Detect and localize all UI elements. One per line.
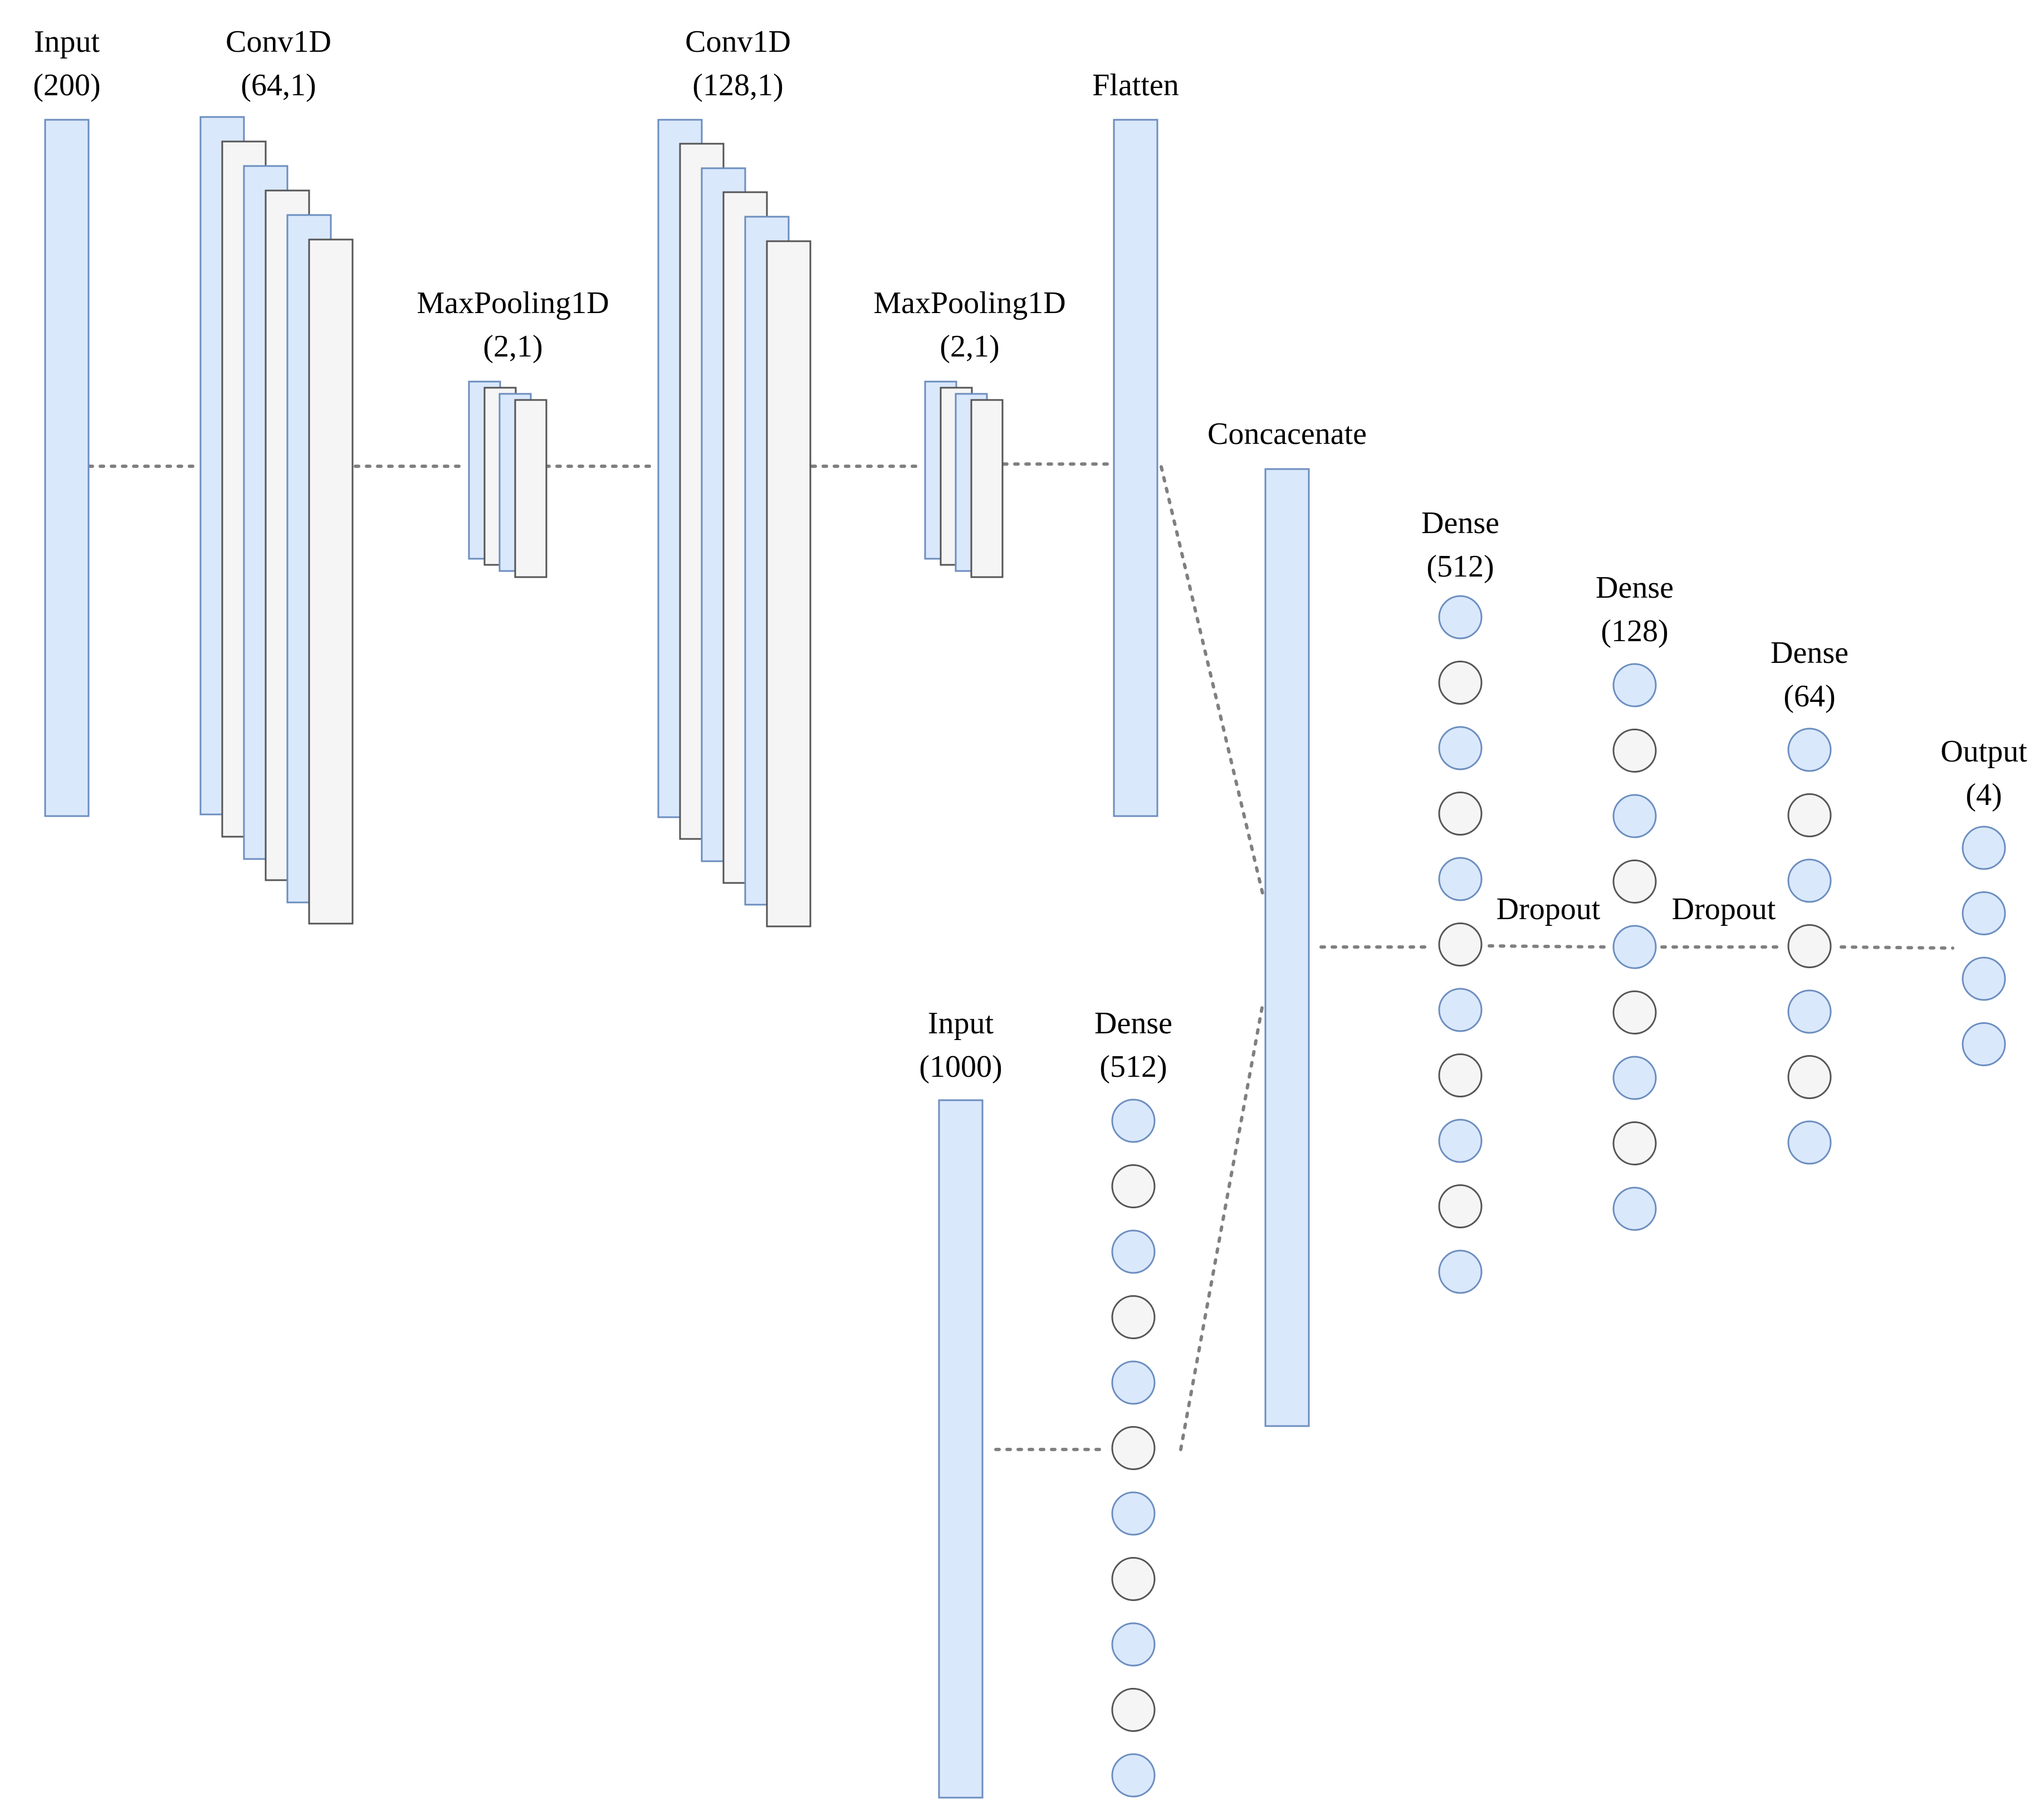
neuron-node (1612, 925, 1657, 969)
connectors (87, 462, 1954, 1451)
neuron-node (1438, 595, 1483, 640)
pool-map (514, 399, 547, 578)
neuron-node (1111, 1229, 1156, 1274)
dense-512-nodes (1438, 595, 1483, 1294)
pool1-shape: (2,1) (483, 329, 542, 364)
dropout-2-label: Dropout (1672, 892, 1776, 926)
input-200-layer (44, 119, 90, 817)
dense-64-nodes (1787, 728, 1832, 1165)
dense-b-shape: (512) (1099, 1049, 1167, 1084)
concatenate-bar (1264, 468, 1310, 1427)
neuron-node (1438, 922, 1483, 966)
neuron-node (1787, 793, 1832, 837)
conv2-name: Conv1D (685, 25, 791, 59)
neuron-node (1438, 792, 1483, 836)
neuron-node (1111, 1557, 1156, 1601)
neuron-node (1962, 826, 2006, 870)
output-shape: (4) (1965, 778, 2002, 812)
neuron-node (1111, 1295, 1156, 1339)
input-200-shape: (200) (33, 68, 100, 102)
neuron-node (1111, 1164, 1156, 1208)
neuron-node (1438, 1053, 1483, 1097)
neuron-node (1111, 1688, 1156, 1732)
labels: Input (200) Conv1D (64,1) MaxPooling1D (… (33, 25, 2027, 1084)
pool1-name: MaxPooling1D (417, 286, 609, 320)
dense1-name: Dense (1421, 506, 1499, 540)
neuron-node (1438, 857, 1483, 901)
neuron-node (1612, 663, 1657, 707)
neuron-node (1612, 794, 1657, 838)
neuron-node (1111, 1099, 1156, 1143)
neuron-node (1787, 1120, 1832, 1165)
maxpool-2-stack (924, 380, 1004, 578)
neuron-node (1962, 891, 2006, 935)
conv1d-64-stack (199, 116, 354, 925)
connector-dense3-output (1840, 945, 1954, 950)
pool-map (970, 399, 1004, 578)
neuron-node (1111, 1491, 1156, 1536)
pool2-name: MaxPooling1D (873, 286, 1065, 320)
conv1-shape: (64,1) (241, 68, 316, 102)
connector-dense1-dense2 (1488, 944, 1607, 949)
neuron-node (1111, 1753, 1156, 1798)
neuron-node (1111, 1426, 1156, 1470)
neuron-node (1787, 858, 1832, 903)
output-name: Output (1940, 734, 2027, 769)
neuron-node (1438, 661, 1483, 705)
neuron-node (1962, 956, 2006, 1001)
input-1000-bar (938, 1099, 984, 1799)
neuron-node (1612, 1121, 1657, 1165)
neuron-node (1612, 1187, 1657, 1231)
pool2-shape: (2,1) (940, 329, 999, 364)
neuron-node (1612, 860, 1657, 904)
neuron-node (1787, 1055, 1832, 1099)
input-200-bar (44, 119, 90, 817)
neuron-node (1612, 729, 1657, 773)
concat-name: Concacenate (1207, 417, 1367, 451)
neuron-node (1111, 1360, 1156, 1405)
output-nodes (1962, 826, 2006, 1066)
connector-flatten-concat (1160, 465, 1265, 897)
neuron-node (1111, 1622, 1156, 1667)
dense1-shape: (512) (1426, 549, 1494, 584)
connector-denseb-concat (1179, 1000, 1265, 1451)
neuron-node (1962, 1022, 2006, 1066)
flatten-bar (1113, 119, 1158, 817)
dense2-shape: (128) (1601, 614, 1668, 648)
neuron-node (1438, 1119, 1483, 1163)
input-1000-name: Input (928, 1006, 994, 1041)
neuron-node (1787, 924, 1832, 968)
dense-512-branch-nodes (1111, 1099, 1156, 1798)
flatten-name: Flatten (1092, 68, 1179, 102)
conv1d-128-stack (657, 119, 811, 928)
neuron-node (1438, 1184, 1483, 1228)
feature-map (308, 238, 354, 925)
dense-128-nodes (1612, 663, 1657, 1231)
neuron-node (1787, 989, 1832, 1034)
input-200-name: Input (34, 25, 100, 59)
neuron-node (1612, 1056, 1657, 1100)
feature-map (766, 240, 811, 928)
maxpool-1-stack (468, 380, 547, 578)
input-1000-shape: (1000) (919, 1049, 1002, 1084)
conv1-name: Conv1D (226, 25, 331, 59)
dense-b-name: Dense (1094, 1006, 1172, 1041)
dropout-1-label: Dropout (1497, 892, 1601, 926)
dense2-name: Dense (1596, 570, 1674, 605)
conv2-shape: (128,1) (692, 68, 783, 102)
neuron-node (1438, 726, 1483, 770)
neuron-node (1787, 728, 1832, 772)
dense3-shape: (64) (1783, 679, 1835, 714)
dense3-name: Dense (1771, 636, 1849, 670)
neuron-node (1438, 988, 1483, 1032)
neuron-node (1438, 1249, 1483, 1294)
neuron-node (1612, 990, 1657, 1034)
